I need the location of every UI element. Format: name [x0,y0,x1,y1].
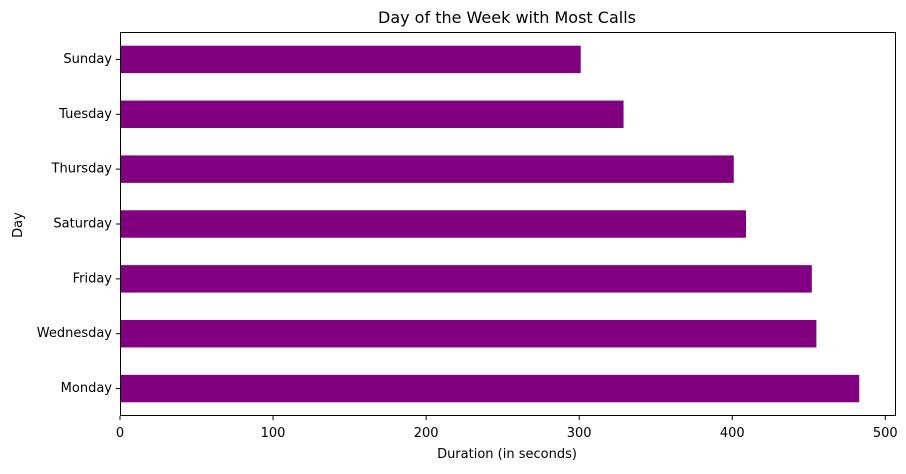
x-tick-label: 200 [414,426,439,441]
y-tick-label: Tuesday [58,107,112,122]
y-axis-label: Day [11,212,26,238]
bar-saturday [120,210,747,238]
bar-thursday [120,155,734,183]
y-tick-label: Thursday [51,162,113,177]
chart-marks: Monday Wednesday Friday Saturday Thursday Tue… [37,45,898,441]
x-tick-label: 100 [261,426,286,441]
y-tick-label: Sunday [63,52,112,67]
y-tick-label: Monday [61,381,113,396]
y-tick-label: Wednesday [37,326,113,341]
x-tick-label: 500 [873,426,898,441]
x-tick-label: 400 [720,426,745,441]
x-tick-label: 0 [116,426,124,441]
bar-tuesday [120,100,624,128]
bar-wednesday [120,320,817,348]
y-tick-label: Saturday [53,217,112,232]
x-axis-label: Duration (in seconds) [437,447,577,462]
bar-monday [120,374,860,403]
chart-title: Day of the Week with Most Calls [378,8,636,27]
plot-frame [120,32,896,416]
bar-friday [120,265,812,293]
y-tick-label: Friday [73,271,113,286]
x-tick-label: 300 [567,426,592,441]
bar-sunday [120,45,581,74]
